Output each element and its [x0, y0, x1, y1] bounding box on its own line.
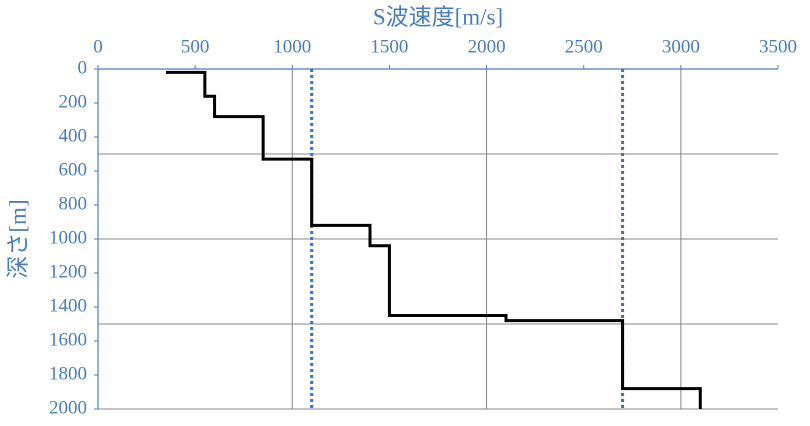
- x-tick-label: 0: [93, 36, 103, 57]
- y-tick-label: 600: [59, 159, 88, 180]
- x-tick-label: 2000: [468, 36, 506, 57]
- y-tick-label: 800: [59, 193, 88, 214]
- y-tick-label: 2000: [49, 397, 87, 418]
- x-tick-label: 1000: [273, 36, 311, 57]
- y-axis-label: 深さ[m]: [5, 199, 30, 278]
- y-tick-label: 400: [59, 125, 88, 146]
- y-tick-label: 1000: [49, 227, 87, 248]
- x-tick-label: 2500: [565, 36, 603, 57]
- y-tick-label: 1200: [49, 261, 87, 282]
- y-tick-label: 1600: [49, 329, 87, 350]
- x-tick-label: 1500: [370, 36, 408, 57]
- velocity-line: [166, 70, 702, 409]
- y-tick-label: 0: [78, 57, 88, 78]
- y-tick-label: 1800: [49, 363, 87, 384]
- y-tick-label: 1400: [49, 295, 87, 316]
- x-tick-label: 3500: [759, 36, 797, 57]
- chart-title: S波速度[m/s]: [373, 4, 503, 29]
- x-tick-label: 3000: [662, 36, 700, 57]
- y-tick-label: 200: [59, 91, 88, 112]
- x-tick-label: 500: [181, 36, 210, 57]
